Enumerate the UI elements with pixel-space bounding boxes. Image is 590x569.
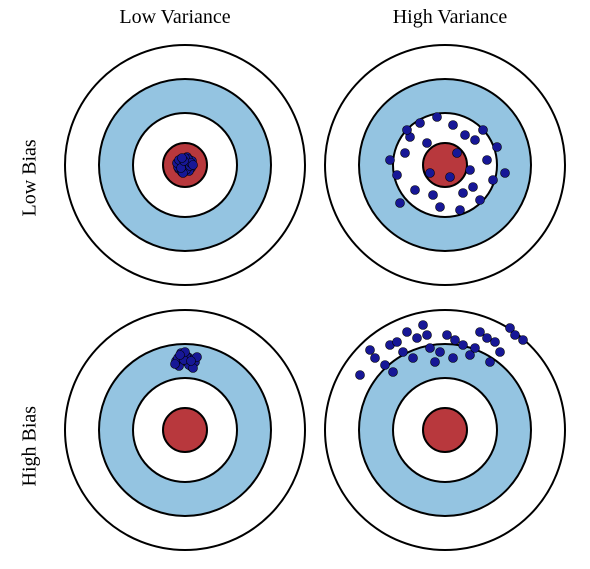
data-point — [501, 169, 510, 178]
data-point — [171, 360, 180, 369]
target-svg — [60, 40, 310, 290]
data-point — [443, 331, 452, 340]
data-point — [393, 171, 402, 180]
data-point — [471, 136, 480, 145]
data-point — [381, 361, 390, 370]
data-point — [396, 199, 405, 208]
target-low-bias-low-variance — [60, 40, 310, 290]
data-point — [459, 341, 468, 350]
data-point — [426, 344, 435, 353]
target-high-bias-low-variance — [60, 305, 310, 555]
data-point — [449, 354, 458, 363]
data-point — [483, 156, 492, 165]
data-point — [189, 161, 198, 170]
data-point — [436, 348, 445, 357]
data-point — [491, 338, 500, 347]
data-point — [413, 334, 422, 343]
row-label-high-bias: High Bias — [19, 387, 42, 487]
data-point — [489, 176, 498, 185]
data-point — [519, 336, 528, 345]
data-point — [493, 143, 502, 152]
data-point — [399, 348, 408, 357]
data-point — [483, 334, 492, 343]
data-point — [461, 131, 470, 140]
col-label-low-variance: Low Variance — [110, 6, 240, 29]
ring-3 — [423, 143, 467, 187]
data-point — [409, 354, 418, 363]
data-point — [403, 328, 412, 337]
data-point — [449, 121, 458, 130]
row-label-low-bias: Low Bias — [19, 117, 42, 217]
target-high-bias-high-variance — [320, 305, 570, 555]
data-point — [393, 338, 402, 347]
data-point — [429, 191, 438, 200]
data-point — [459, 189, 468, 198]
col-label-high-variance: High Variance — [385, 6, 515, 29]
row-label-text: Low Bias — [19, 139, 41, 216]
target-svg — [320, 40, 570, 290]
data-point — [471, 344, 480, 353]
data-point — [371, 354, 380, 363]
target-low-bias-high-variance — [320, 40, 570, 290]
data-point — [423, 139, 432, 148]
data-point — [433, 113, 442, 122]
data-point — [511, 331, 520, 340]
data-point — [411, 186, 420, 195]
data-point — [419, 321, 428, 330]
data-point — [386, 156, 395, 165]
data-point — [456, 206, 465, 215]
data-point — [176, 351, 185, 360]
data-point — [403, 126, 412, 135]
data-point — [466, 166, 475, 175]
col-label-text: High Variance — [393, 6, 508, 28]
data-point — [187, 357, 196, 366]
target-svg — [60, 305, 310, 555]
data-point — [486, 358, 495, 367]
data-point — [446, 173, 455, 182]
data-point — [423, 331, 432, 340]
data-point — [479, 126, 488, 135]
data-point — [476, 196, 485, 205]
ring-3 — [423, 408, 467, 452]
row-label-text: High Bias — [19, 406, 41, 487]
data-point — [178, 154, 187, 163]
data-point — [496, 348, 505, 357]
bias-variance-figure: Low Variance High Variance Low Bias High… — [0, 0, 590, 569]
data-point — [451, 336, 460, 345]
data-point — [416, 119, 425, 128]
data-point — [356, 371, 365, 380]
data-point — [453, 149, 462, 158]
ring-3 — [163, 408, 207, 452]
target-svg — [320, 305, 570, 555]
data-point — [389, 368, 398, 377]
data-point — [431, 358, 440, 367]
data-point — [426, 169, 435, 178]
data-point — [436, 203, 445, 212]
data-point — [366, 346, 375, 355]
data-point — [401, 149, 410, 158]
col-label-text: Low Variance — [119, 6, 230, 28]
data-point — [469, 183, 478, 192]
